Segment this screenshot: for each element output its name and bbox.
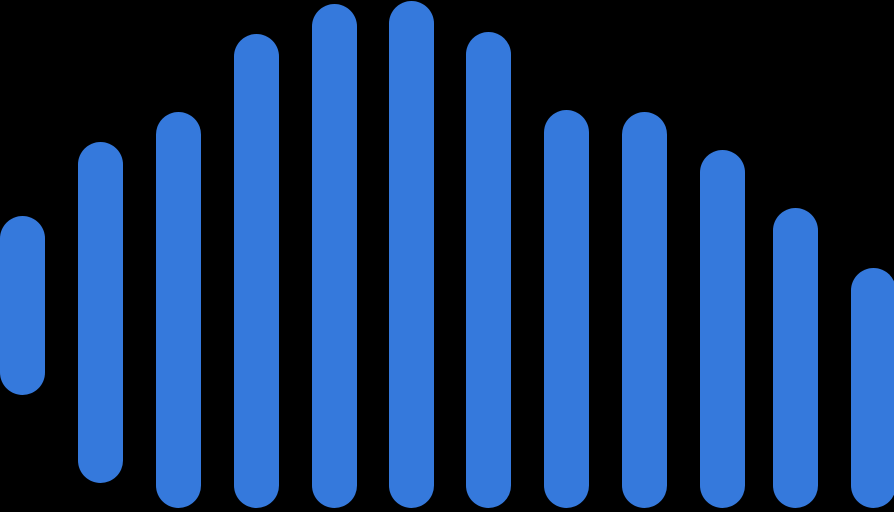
- waveform-bar: [78, 142, 123, 483]
- waveform-bar: [0, 216, 45, 395]
- waveform-bar: [544, 110, 589, 508]
- waveform-bar: [773, 208, 818, 508]
- waveform-bar: [389, 1, 434, 508]
- waveform-bar: [234, 34, 279, 508]
- waveform-bar: [700, 150, 745, 508]
- waveform-bar: [156, 112, 201, 508]
- waveform-bar: [622, 112, 667, 508]
- waveform-bar: [851, 268, 894, 508]
- waveform-bar: [466, 32, 511, 508]
- waveform-bar: [312, 4, 357, 508]
